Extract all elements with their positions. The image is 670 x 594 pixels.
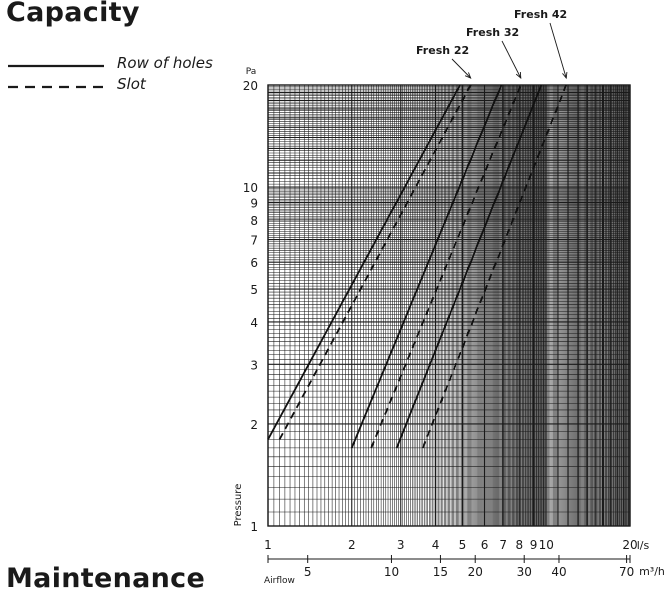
y-tick-label: 3 — [250, 358, 258, 372]
x2-unit-label: m³/h — [639, 565, 665, 578]
x-tick-label: 9 — [530, 538, 538, 552]
y-axis-label: Pressure — [233, 484, 244, 527]
x-tick-label: 20 — [622, 538, 637, 552]
y-tick-label: 10 — [243, 181, 258, 195]
x-tick-label: 5 — [459, 538, 467, 552]
x-tick-label: 2 — [348, 538, 356, 552]
x2-tick-label: 40 — [551, 565, 566, 579]
annotation-pointer — [549, 22, 567, 79]
y-tick-label: 7 — [250, 234, 258, 248]
x-tick-label: 3 — [397, 538, 405, 552]
y-tick-label: 9 — [250, 197, 258, 211]
annotation-pointer — [451, 58, 471, 79]
x-axis-label: Airflow — [264, 576, 295, 586]
y-unit-label: Pa — [246, 67, 257, 77]
annotation-arrowhead — [515, 71, 522, 80]
grid-vertical-lines — [267, 85, 631, 526]
series-line-4 — [395, 84, 543, 449]
y-tick-label: 8 — [250, 214, 258, 228]
legend-lines — [8, 64, 104, 89]
x2-tick-label: 30 — [517, 565, 532, 579]
x-tick-label: 6 — [481, 538, 489, 552]
x-tick-label: 10 — [539, 538, 554, 552]
series-line-3 — [370, 84, 522, 449]
y-tick-label: 5 — [250, 283, 258, 297]
series-annotation-label: Fresh 22 — [416, 44, 469, 57]
x2-tick-label: 5 — [304, 565, 312, 579]
series-line-2 — [350, 84, 503, 449]
series-line-0 — [267, 84, 461, 440]
series-annotation-label: Fresh 32 — [466, 26, 519, 39]
y-tick-label: 4 — [250, 316, 258, 330]
annotation-arrowhead — [464, 72, 472, 79]
y-tick-label: 2 — [250, 418, 258, 432]
x2-tick-label: 20 — [468, 565, 483, 579]
y-tick-label: 1 — [250, 520, 258, 534]
x-tick-label: 4 — [432, 538, 440, 552]
series-line-5 — [421, 84, 568, 449]
x-tick-label: 7 — [499, 538, 507, 552]
annotation-pointer — [501, 40, 522, 79]
legend-label-solid: Row of holes — [117, 54, 213, 72]
y-tick-label: 6 — [250, 256, 258, 270]
next-section-heading: Maintenance — [6, 563, 206, 594]
x2-tick-label: 10 — [384, 565, 399, 579]
x2-tick-label: 70 — [619, 565, 634, 579]
x-tick-label: 8 — [515, 538, 523, 552]
annotation-arrowhead — [562, 71, 568, 80]
page-title: Capacity — [6, 0, 140, 28]
grid-horizontal-lines — [268, 84, 630, 527]
x2-tick-label: 15 — [433, 565, 448, 579]
y-tick-label: 20 — [243, 79, 258, 93]
series-annotation-label: Fresh 42 — [514, 8, 567, 21]
legend-label-dashed: Slot — [117, 75, 146, 93]
x-tick-label: 1 — [264, 538, 272, 552]
plot-frame — [267, 84, 631, 527]
x-unit-label: l/s — [637, 539, 650, 552]
